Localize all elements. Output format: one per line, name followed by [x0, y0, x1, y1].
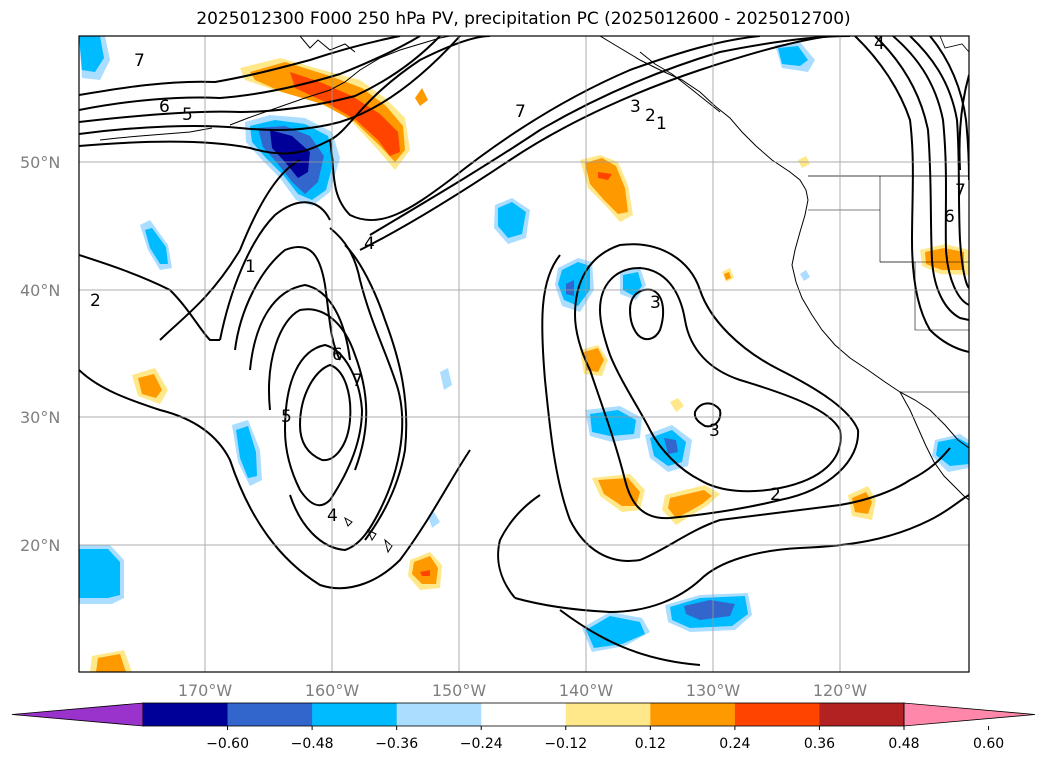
colorbar-segment [734, 703, 820, 726]
contour-label: 1 [245, 257, 256, 277]
colorbar-segment [481, 703, 567, 726]
lon-label: 170°W [178, 681, 233, 700]
colorbar-tick-label: 0.60 [973, 736, 1004, 752]
colorbar-segment [819, 703, 905, 726]
lon-label: 140°W [559, 681, 614, 700]
colorbar-tick-label: −0.48 [291, 736, 334, 752]
contour-label: 7 [134, 51, 145, 71]
contour-label: 3 [650, 293, 661, 313]
contour-labels: 7 6 5 7 3 2 1 4 1 2 4 5 6 7 3 3 2 4 7 6 [90, 34, 966, 526]
colorbar: −0.60 −0.48 −0.36 −0.24 −0.12 0.12 0.24 0.36 0.4… [11, 702, 1036, 752]
colorbar-segment [312, 703, 398, 726]
map-background [79, 36, 969, 672]
colorbar-extend-low [11, 702, 144, 727]
contour-label: 7 [352, 371, 363, 391]
colorbar-tick-label: −0.12 [544, 736, 587, 752]
contour-label: 3 [630, 97, 641, 117]
contour-label: 6 [944, 207, 955, 227]
contour-label: 4 [874, 34, 885, 54]
lat-label: 20°N [20, 536, 60, 555]
lon-label: 160°W [305, 681, 360, 700]
contour-label: 7 [955, 181, 966, 201]
colorbar-tick-label: 0.24 [719, 736, 750, 752]
colorbar-segment [227, 703, 313, 726]
longitude-labels: 170°W 160°W 150°W 140°W 130°W 120°W [178, 681, 868, 700]
lat-label: 40°N [20, 281, 60, 300]
colorbar-tick-label: −0.60 [206, 736, 249, 752]
map-frame [78, 35, 970, 673]
contour-label: 4 [364, 234, 375, 254]
contour-label: 7 [515, 102, 526, 122]
lat-label: 30°N [20, 408, 60, 427]
lon-label: 150°W [432, 681, 487, 700]
colorbar-tick-label: 0.36 [804, 736, 835, 752]
contour-label: 5 [281, 407, 292, 427]
latitude-labels: 50°N 40°N 30°N 20°N [20, 153, 60, 555]
precipitation-shading [79, 36, 969, 672]
map-title: 2025012300 F000 250 hPa PV, precipitatio… [196, 9, 851, 29]
map-gridlines [79, 36, 969, 672]
lon-label: 120°W [813, 681, 868, 700]
contour-label: 6 [332, 345, 343, 365]
contour-label: 1 [656, 114, 667, 134]
lat-label: 50°N [20, 153, 60, 172]
colorbar-tick-label: 0.12 [635, 736, 666, 752]
contour-label: 5 [182, 105, 193, 125]
contour-label: 4 [327, 506, 338, 526]
colorbar-tick-label: 0.48 [888, 736, 919, 752]
contour-label: 3 [709, 421, 720, 441]
map-area: 7 6 5 7 3 2 1 4 1 2 4 5 6 7 3 3 2 4 7 6 [79, 34, 969, 672]
colorbar-segment [143, 703, 229, 726]
colorbar-segment [396, 703, 482, 726]
colorbar-tick-label: −0.36 [375, 736, 418, 752]
colorbar-tick-label: −0.24 [460, 736, 503, 752]
contour-label: 2 [645, 106, 656, 126]
contour-label: 2 [770, 485, 781, 505]
lon-label: 130°W [686, 681, 741, 700]
colorbar-extend-high [903, 702, 1036, 727]
contour-label: 6 [159, 97, 170, 117]
colorbar-segment [650, 703, 736, 726]
colorbar-segment [565, 703, 651, 726]
contour-label: 2 [90, 291, 101, 311]
colorbar-outline [142, 702, 905, 727]
